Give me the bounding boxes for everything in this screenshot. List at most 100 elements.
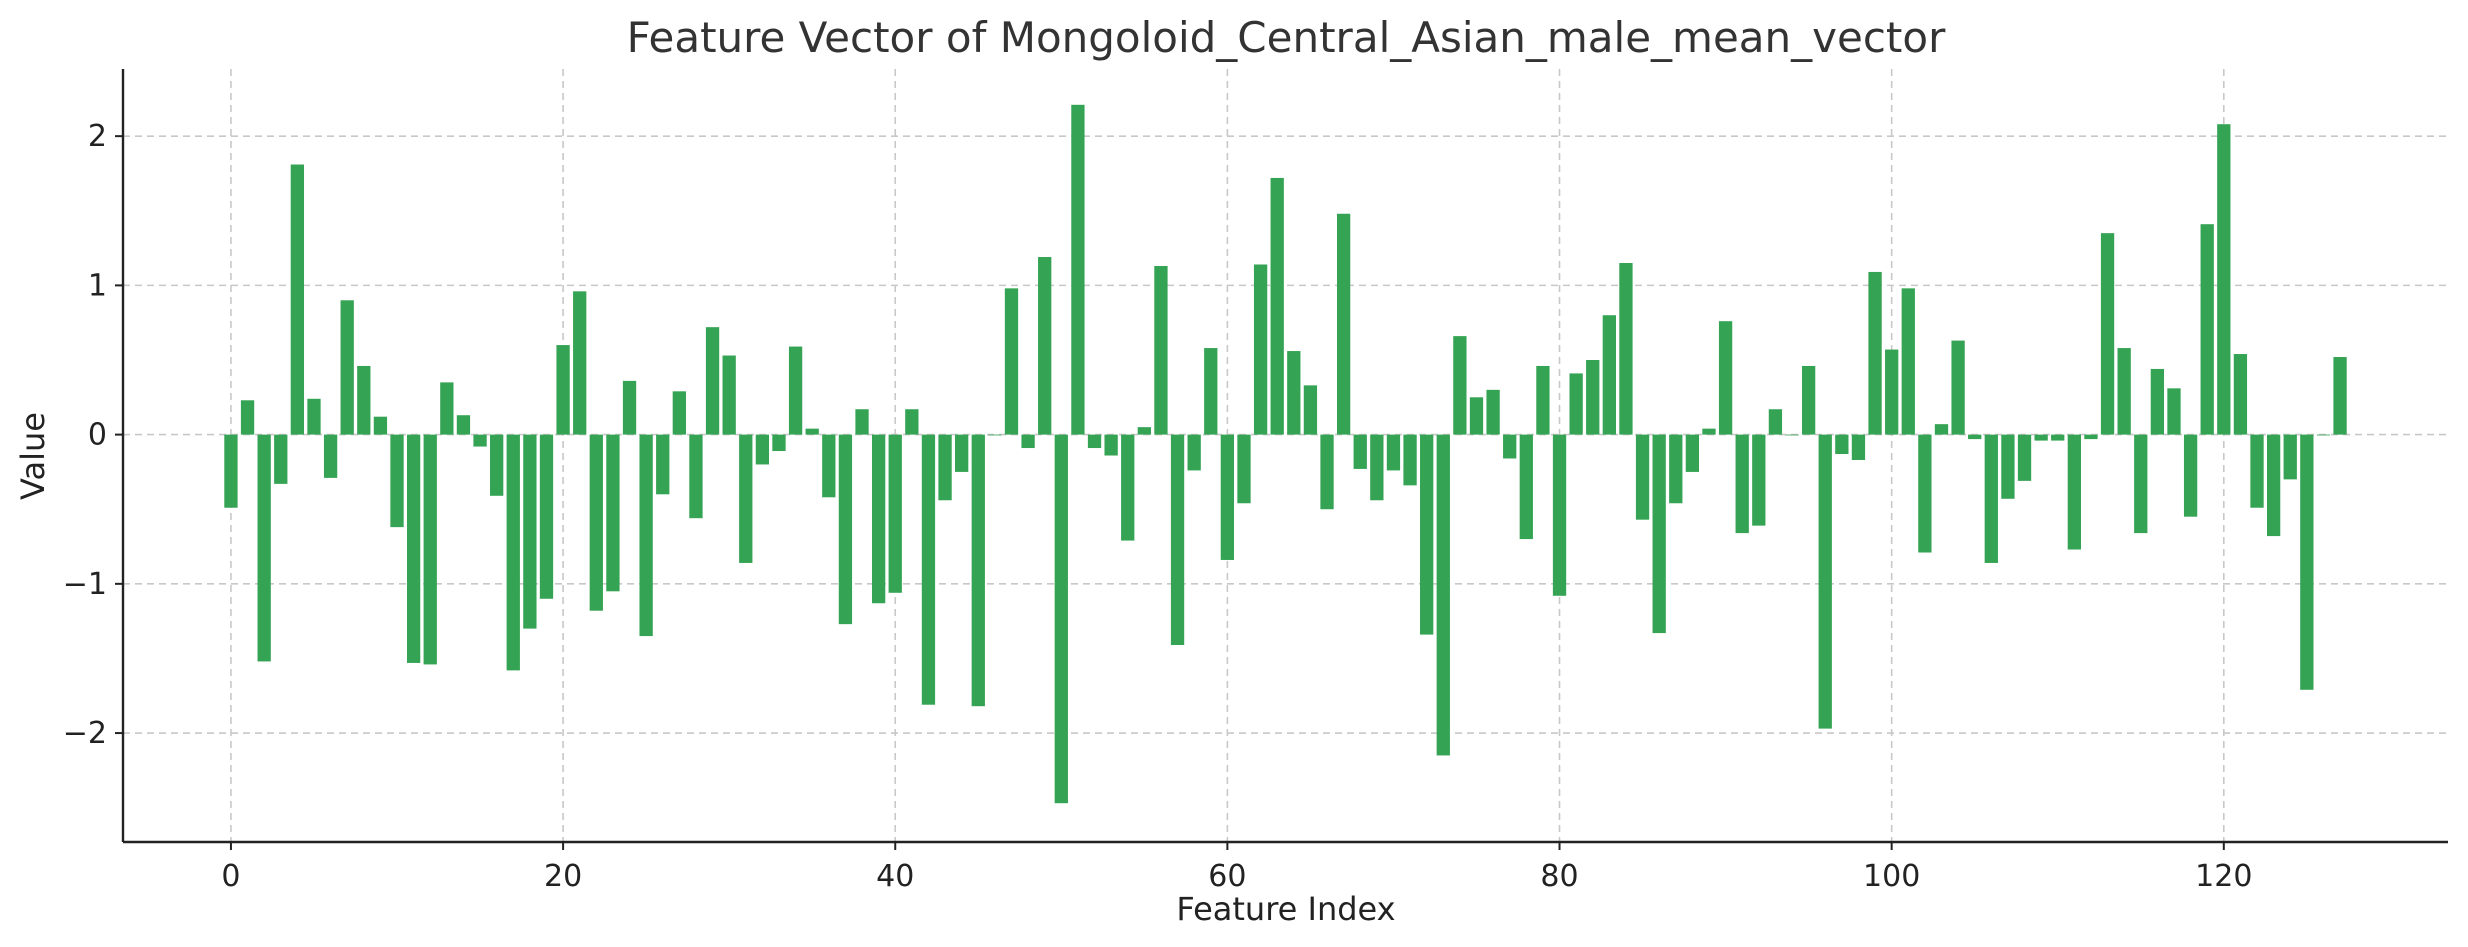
bar	[1536, 365, 1550, 435]
bar	[1685, 434, 1700, 472]
bar	[1469, 397, 1484, 435]
bar	[855, 409, 869, 435]
bar	[905, 409, 919, 435]
bar	[2134, 434, 2148, 534]
bar	[1619, 263, 1633, 435]
bar	[606, 434, 620, 592]
bar	[988, 434, 1002, 436]
x-tick-label: 0	[221, 859, 240, 894]
bar	[739, 434, 753, 563]
bar	[1370, 434, 1384, 501]
bar	[1121, 434, 1135, 541]
bar	[1635, 434, 1650, 520]
bar	[1503, 434, 1517, 459]
bar	[722, 355, 736, 435]
bar	[1154, 265, 1168, 435]
bar	[1752, 434, 1766, 526]
bar	[2250, 434, 2264, 508]
bar	[423, 434, 437, 665]
bar	[1054, 434, 1068, 804]
bar	[2150, 368, 2165, 435]
y-tick-label: 2	[88, 119, 107, 154]
bar	[2034, 434, 2048, 441]
x-tick-label: 80	[1540, 859, 1578, 894]
axes	[121, 69, 2448, 844]
bar	[406, 434, 421, 663]
bar	[1453, 336, 1467, 435]
bar	[523, 434, 537, 629]
bar	[1835, 434, 1849, 455]
bar	[1204, 348, 1218, 435]
bar	[971, 434, 985, 707]
bar	[323, 434, 338, 478]
bar	[2200, 224, 2214, 435]
bar	[1718, 321, 1733, 435]
bar	[1901, 288, 1915, 435]
bar	[1652, 434, 1666, 634]
bar	[1038, 257, 1052, 435]
bar	[1220, 434, 1235, 560]
bar	[2233, 354, 2248, 435]
bar	[1353, 434, 1367, 469]
bar	[1552, 434, 1567, 596]
bar	[1569, 373, 1583, 435]
bar	[1768, 409, 1783, 435]
bar	[1586, 359, 1600, 435]
bar	[1336, 213, 1351, 435]
bar	[2067, 434, 2081, 550]
x-tick-label: 100	[1863, 859, 1920, 894]
bar	[1386, 434, 1401, 471]
x-tick-label: 40	[876, 859, 914, 894]
bar	[2300, 434, 2314, 690]
chart-title: Feature Vector of Mongoloid_Central_Asia…	[627, 13, 1946, 62]
bar	[539, 434, 554, 599]
bar	[755, 434, 770, 465]
bar	[2333, 357, 2347, 435]
bar	[1237, 434, 1251, 504]
bar	[822, 434, 836, 498]
bar	[1071, 104, 1085, 435]
bar	[788, 346, 803, 435]
bar	[2100, 233, 2115, 435]
bar	[1934, 424, 1949, 435]
bar	[705, 327, 720, 435]
bar	[490, 434, 504, 496]
bar	[556, 345, 570, 435]
bar	[1403, 434, 1417, 486]
bar	[1436, 434, 1450, 756]
bar	[622, 380, 637, 435]
bar	[772, 434, 786, 452]
bar	[921, 434, 936, 705]
bar	[390, 434, 404, 528]
bar	[871, 434, 886, 604]
bar	[1918, 434, 1932, 553]
bar	[1253, 264, 1268, 435]
bar	[1303, 385, 1318, 435]
y-tick-label: 1	[88, 268, 107, 303]
bar	[955, 434, 969, 472]
bar	[2316, 434, 2331, 436]
x-axis-ticks: 0 20 40 60 80 100 120	[221, 842, 2252, 894]
bar	[2051, 434, 2065, 441]
bar	[639, 434, 653, 637]
bar	[473, 434, 487, 447]
bar	[1735, 434, 1749, 534]
bar	[1851, 434, 1866, 460]
bar	[1885, 349, 1899, 435]
bar	[1801, 365, 1816, 435]
bar	[1785, 434, 1799, 436]
x-tick-label: 120	[2195, 859, 2252, 894]
x-axis-label: Feature Index	[1176, 890, 1395, 928]
bar	[2217, 124, 2231, 435]
bar	[1170, 434, 1185, 646]
bar	[1868, 271, 1882, 435]
bar	[1087, 434, 1102, 449]
x-tick-label: 20	[544, 859, 582, 894]
y-tick-label: −1	[63, 567, 107, 602]
bar	[224, 434, 238, 508]
bar	[357, 365, 371, 435]
bar	[2084, 434, 2098, 440]
y-tick-label: −2	[63, 716, 107, 751]
bar	[1486, 389, 1500, 435]
